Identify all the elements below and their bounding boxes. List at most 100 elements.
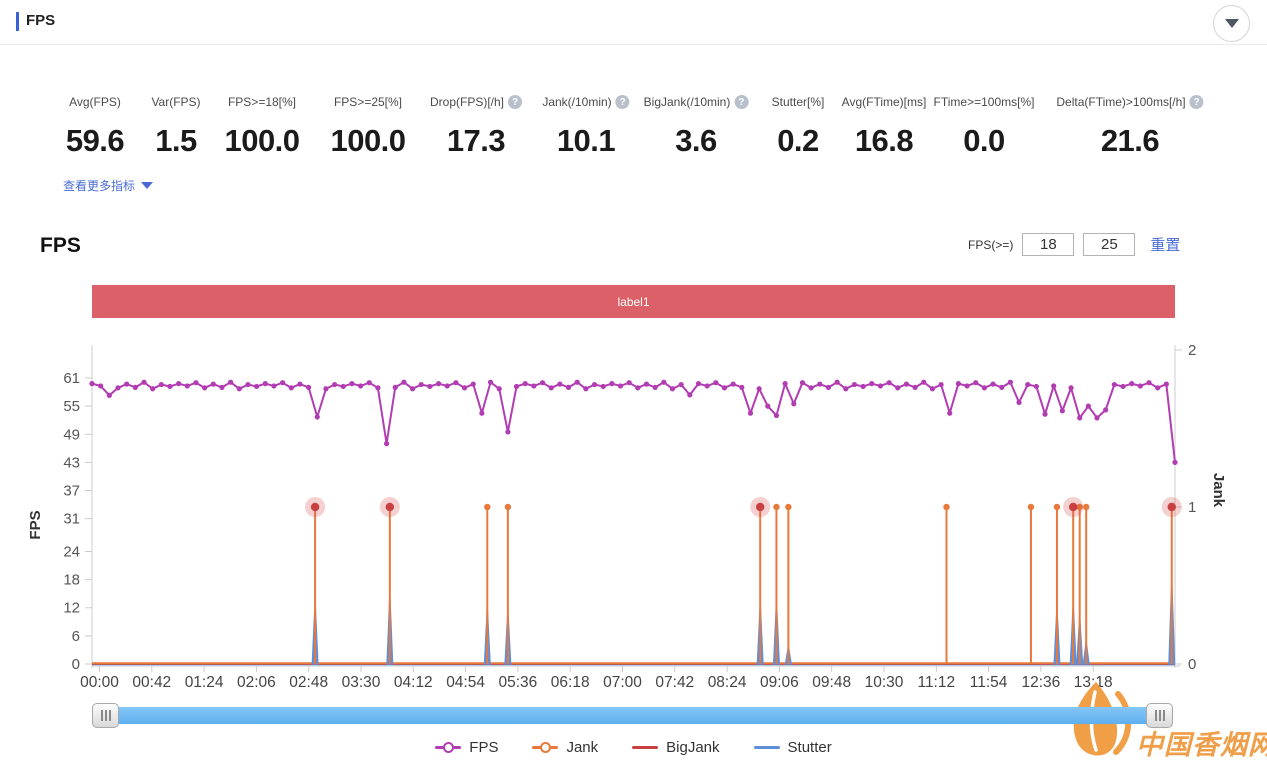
fps-point bbox=[990, 381, 996, 387]
fps-point bbox=[626, 380, 632, 386]
fps-point bbox=[479, 410, 485, 416]
watermark-text: 中国香烟网 bbox=[1136, 730, 1267, 760]
fps-point bbox=[591, 381, 598, 388]
x-tick-label: 09:06 bbox=[760, 674, 799, 691]
fps-point bbox=[98, 383, 104, 389]
fps-point bbox=[297, 381, 303, 387]
bigjank-dot bbox=[310, 502, 320, 512]
legend-label: Stutter bbox=[787, 739, 832, 756]
fps-point bbox=[418, 381, 424, 388]
fps-point bbox=[1155, 385, 1161, 391]
x-tick-label: 08:24 bbox=[708, 674, 747, 691]
jank-spike-dot bbox=[1053, 503, 1061, 511]
fps-threshold-min-input[interactable] bbox=[1022, 233, 1075, 256]
x-tick-label: 00:42 bbox=[132, 674, 171, 691]
fps-point bbox=[531, 383, 537, 389]
show-more-metrics-link[interactable]: 查看更多指标 bbox=[63, 177, 154, 194]
x-tick-label: 12:36 bbox=[1022, 674, 1061, 691]
jank-spike-dot bbox=[1027, 503, 1035, 511]
y-tick-label: 0 bbox=[72, 656, 80, 673]
fps-point bbox=[687, 392, 693, 398]
bigjank-dot bbox=[1167, 502, 1176, 512]
datazoom-right-handle[interactable] bbox=[1146, 703, 1173, 728]
x-tick-label: 11:54 bbox=[970, 674, 1008, 691]
chart-legend: FPS Jank BigJank Stutter bbox=[92, 739, 1175, 756]
stat-value: 1.5 bbox=[155, 123, 197, 158]
y-tick-label: 12 bbox=[63, 600, 80, 617]
fps-point bbox=[808, 385, 814, 391]
scene-label-text: label1 bbox=[617, 294, 650, 309]
legend-item-bigjank[interactable]: BigJank bbox=[632, 739, 720, 756]
collapse-panel-button[interactable] bbox=[1213, 5, 1250, 42]
fps-point bbox=[435, 381, 442, 387]
stat-item: BigJank(/10min)? 3.6 bbox=[644, 95, 749, 159]
x-tick-label: 02:48 bbox=[289, 674, 328, 691]
stat-value: 17.3 bbox=[446, 123, 506, 158]
x-tick-label: 02:06 bbox=[237, 674, 276, 691]
fps-point bbox=[574, 379, 580, 385]
fps-point bbox=[271, 383, 277, 389]
fps-point bbox=[306, 384, 312, 390]
fps-point bbox=[548, 385, 554, 391]
fps-point bbox=[1016, 399, 1022, 405]
fps-point bbox=[1025, 381, 1031, 388]
scene-label-banner: label1 bbox=[92, 285, 1175, 318]
legend-item-stutter[interactable]: Stutter bbox=[753, 739, 832, 756]
fps-point bbox=[903, 381, 910, 387]
panel-header: FPS bbox=[0, 0, 1267, 45]
fps-point bbox=[565, 384, 572, 390]
stat-label: Var(FPS) bbox=[151, 95, 201, 109]
fps-jank-chart[interactable]: 61 55 49 43 37 31 24 18 12 6 0 2 1 0 FPS Jank 00:00 00:42… bbox=[0, 330, 1267, 702]
fps-point bbox=[583, 386, 589, 392]
fps-point bbox=[981, 385, 987, 391]
jank-spike-dot bbox=[484, 503, 491, 511]
legend-marker bbox=[532, 741, 559, 754]
fps-point bbox=[1120, 383, 1126, 390]
fps-point bbox=[89, 381, 95, 387]
fps-point bbox=[150, 386, 156, 392]
fps-point bbox=[895, 385, 901, 391]
fps-point bbox=[557, 381, 563, 387]
fps-point bbox=[158, 381, 164, 388]
legend-label: Jank bbox=[566, 739, 599, 756]
fps-point bbox=[245, 381, 251, 388]
fps-point bbox=[383, 441, 390, 447]
stat-item: Stutter[%] 0.2 bbox=[772, 95, 825, 159]
legend-item-jank[interactable]: Jank bbox=[532, 739, 598, 756]
fps-point bbox=[652, 384, 658, 390]
help-icon[interactable]: ? bbox=[1189, 95, 1204, 109]
fps-point bbox=[409, 386, 416, 392]
y-tick-label: 55 bbox=[63, 398, 80, 415]
legend-marker bbox=[753, 746, 780, 749]
fps-point bbox=[331, 381, 338, 388]
fps-point bbox=[730, 381, 736, 387]
fps-point bbox=[513, 383, 520, 390]
datazoom-left-handle[interactable] bbox=[92, 703, 119, 728]
help-icon[interactable]: ? bbox=[615, 95, 630, 109]
stat-item: FPS>=25[%] 100.0 bbox=[330, 95, 406, 159]
fps-point bbox=[193, 380, 199, 386]
x-tick-label: 05:36 bbox=[499, 674, 538, 691]
fps-threshold-max-input[interactable] bbox=[1083, 233, 1136, 256]
stat-item: Jank(/10min)? 10.1 bbox=[542, 95, 630, 159]
fps-point bbox=[176, 381, 182, 387]
fps-point bbox=[453, 380, 459, 386]
x-tick-label: 01:24 bbox=[185, 674, 224, 691]
y-tick-label: 49 bbox=[63, 426, 80, 443]
stat-value: 0.0 bbox=[963, 123, 1005, 158]
fps-point bbox=[756, 386, 762, 392]
help-icon[interactable]: ? bbox=[508, 95, 523, 109]
stat-item: Avg(FPS) 59.6 bbox=[66, 95, 125, 159]
fps-point bbox=[851, 381, 858, 388]
fps-point bbox=[340, 383, 346, 390]
fps-point bbox=[349, 381, 355, 387]
panel-title: FPS bbox=[26, 12, 56, 29]
datazoom-track[interactable] bbox=[96, 707, 1171, 724]
stat-value: 21.6 bbox=[1100, 123, 1160, 158]
reset-link[interactable]: 重置 bbox=[1150, 237, 1181, 254]
x-tick-label: 06:18 bbox=[551, 674, 590, 691]
fps-point bbox=[106, 392, 112, 398]
legend-item-fps[interactable]: FPS bbox=[435, 739, 498, 756]
bigjank-dot bbox=[385, 502, 395, 512]
help-icon[interactable]: ? bbox=[734, 95, 749, 109]
